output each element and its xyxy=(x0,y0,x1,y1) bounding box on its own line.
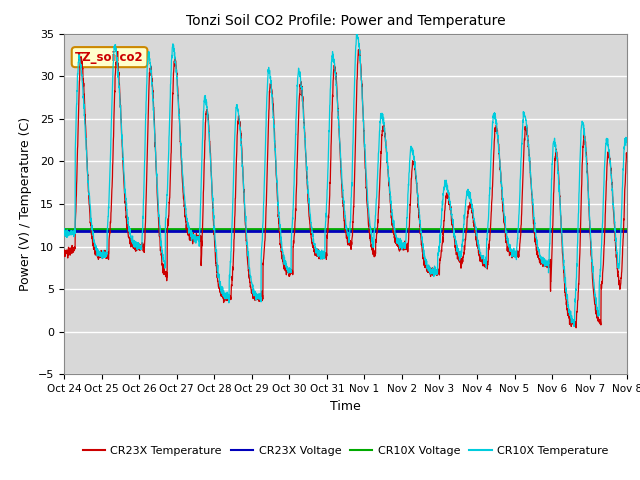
Y-axis label: Power (V) / Temperature (C): Power (V) / Temperature (C) xyxy=(19,117,33,291)
Text: TZ_soilco2: TZ_soilco2 xyxy=(76,51,144,64)
Legend: CR23X Temperature, CR23X Voltage, CR10X Voltage, CR10X Temperature: CR23X Temperature, CR23X Voltage, CR10X … xyxy=(78,441,613,460)
X-axis label: Time: Time xyxy=(330,400,361,413)
Title: Tonzi Soil CO2 Profile: Power and Temperature: Tonzi Soil CO2 Profile: Power and Temper… xyxy=(186,14,506,28)
